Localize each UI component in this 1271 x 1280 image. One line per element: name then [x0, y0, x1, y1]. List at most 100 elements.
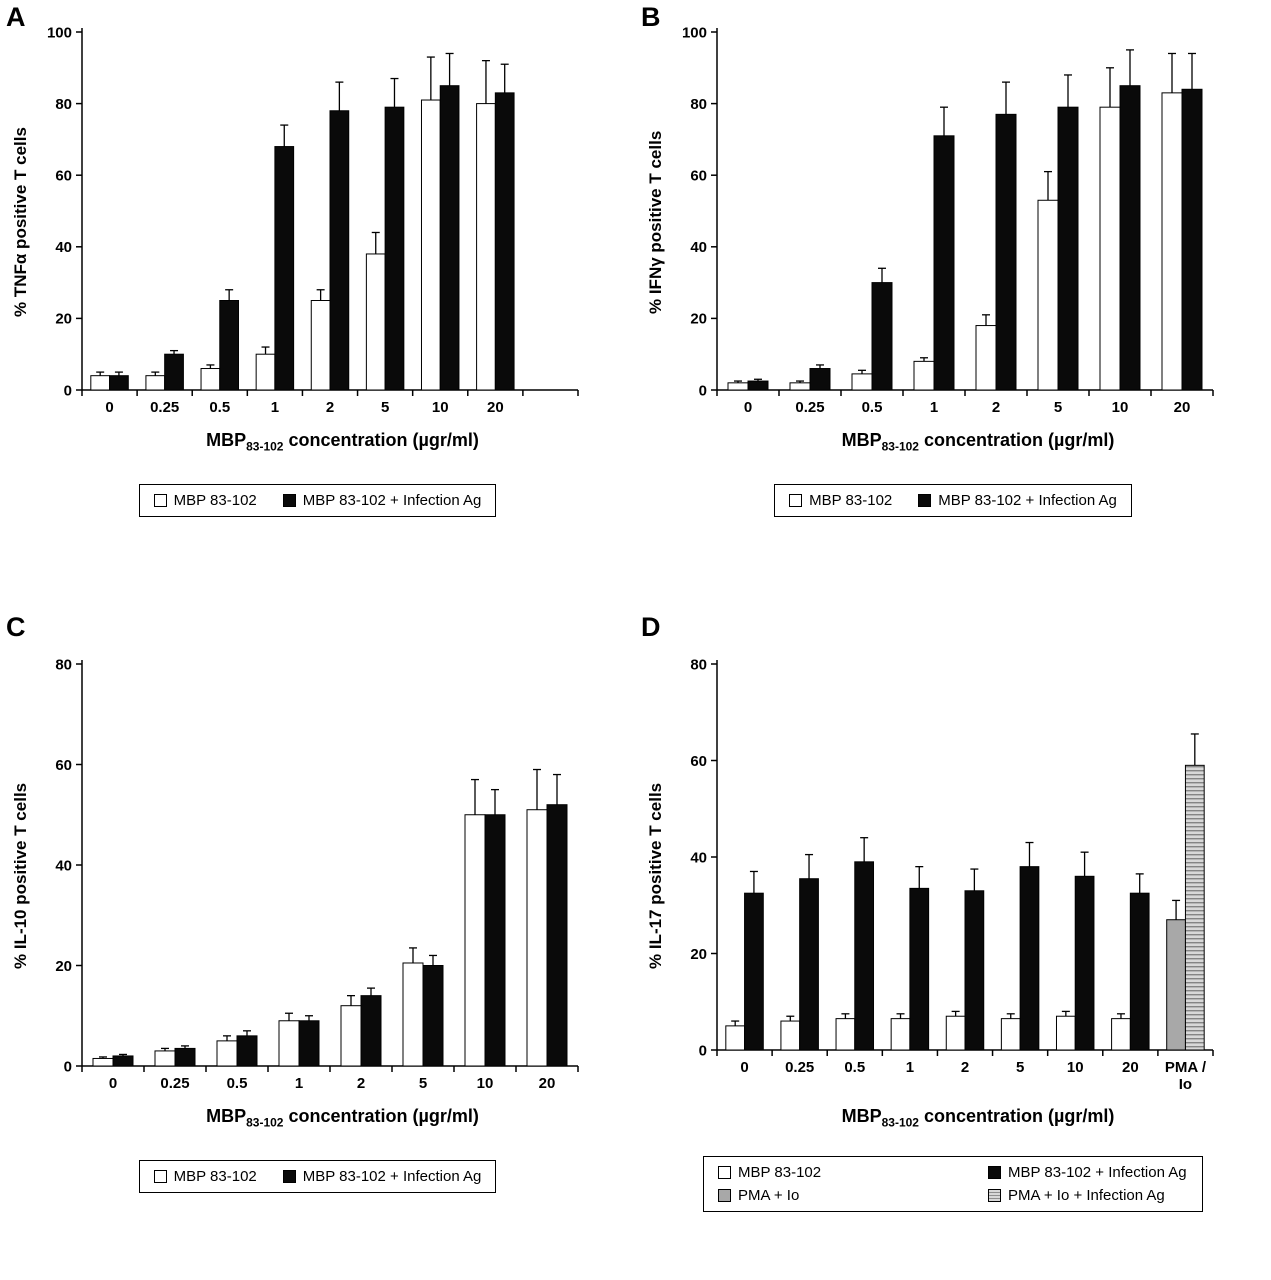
panel-b-bar-chart: 0 20 40 60 80 100 0 0.25 0.5 1 2 5 10 20 — [682, 24, 1214, 416]
legend-item: MBP 83-102 + Infection Ag — [918, 492, 1117, 509]
svg-text:10: 10 — [477, 1075, 494, 1092]
svg-text:PMA /Io: PMA / Io — [1165, 1059, 1207, 1093]
svg-text:5: 5 — [381, 399, 389, 416]
panel-a-letter: A — [6, 2, 26, 32]
svg-text:80: 80 — [55, 96, 72, 113]
panel-a-x-axis-label: MBP83-102 concentration (µgr/ml) — [0, 430, 635, 454]
x-label-prefix: MBP — [841, 1106, 882, 1126]
svg-text:80: 80 — [690, 96, 707, 113]
panel-a-bar-chart: 0 20 40 60 80 100 0 0.25 0.5 1 2 5 10 20 — [47, 24, 579, 416]
svg-text:80: 80 — [690, 656, 707, 673]
x-label-subscript: 83-102 — [246, 1115, 284, 1130]
striped-bar-swatch-icon — [988, 1188, 1001, 1202]
svg-text:0.25: 0.25 — [795, 399, 824, 416]
panel-b-y-axis-label: % IFNγ positive T cells — [646, 130, 665, 314]
panel-b: B % IFNγ positive T cells 0 20 40 60 80 100 0 0… — [635, 0, 1271, 610]
x-label-prefix: MBP — [841, 430, 882, 450]
svg-text:2: 2 — [326, 399, 334, 416]
white-bar-swatch-icon — [153, 1169, 167, 1183]
panel-c-x-axis-label: MBP83-102 concentration (µgr/ml) — [0, 1106, 635, 1130]
panel-d-legend: MBP 83-102 MBP 83-102 + Infection Ag PMA… — [703, 1155, 1203, 1212]
legend-item: PMA + Io + Infection Ag — [988, 1187, 1188, 1204]
panel-d: D % IL-17 positive T cells 0 20 40 60 80 0 0.2… — [635, 610, 1271, 1280]
svg-text:0.25: 0.25 — [785, 1059, 814, 1076]
legend-item: MBP 83-102 + Infection Ag — [988, 1164, 1188, 1181]
svg-text:0.25: 0.25 — [150, 399, 179, 416]
svg-text:5: 5 — [1054, 399, 1062, 416]
legend-item: PMA + Io — [718, 1187, 918, 1204]
svg-text:60: 60 — [55, 167, 72, 184]
svg-text:5: 5 — [419, 1075, 427, 1092]
svg-text:0: 0 — [64, 382, 72, 399]
x-label-subscript: 83-102 — [881, 1115, 919, 1130]
svg-text:40: 40 — [690, 849, 707, 866]
legend-label: MBP 83-102 — [809, 491, 893, 509]
panel-c: C % IL-10 positive T cells 0 20 40 60 80 0 0.2… — [0, 610, 635, 1280]
svg-text:40: 40 — [55, 239, 72, 256]
legend-label: MBP 83-102 + Infection Ag — [938, 491, 1117, 509]
svg-text:40: 40 — [690, 239, 707, 256]
svg-text:0: 0 — [740, 1059, 748, 1076]
black-bar-swatch-icon — [282, 493, 296, 507]
panel-d-letter: D — [641, 612, 661, 642]
panel-d-chart-area: % IL-17 positive T cells 0 20 40 60 80 0 0.25 0… — [643, 650, 1271, 1102]
x-label-subscript: 83-102 — [881, 439, 919, 454]
svg-text:20: 20 — [539, 1075, 556, 1092]
svg-text:2: 2 — [357, 1075, 365, 1092]
legend-item: MBP 83-102 — [153, 1167, 257, 1185]
x-label-suffix: concentration (µgr/ml) — [283, 430, 479, 450]
panel-d-x-axis-label: MBP83-102 concentration (µgr/ml) — [635, 1106, 1271, 1130]
white-bar-swatch-icon — [789, 493, 803, 507]
x-label-suffix: concentration (µgr/ml) — [918, 430, 1115, 450]
svg-text:0.25: 0.25 — [160, 1075, 189, 1092]
white-bar-swatch-icon — [718, 1165, 731, 1179]
svg-text:20: 20 — [55, 311, 72, 328]
legend-label: MBP 83-102 — [173, 1167, 257, 1185]
svg-text:20: 20 — [1174, 399, 1191, 416]
legend-label: MBP 83-102 — [173, 491, 257, 509]
svg-text:10: 10 — [432, 399, 449, 416]
x-label-prefix: MBP — [206, 1106, 247, 1126]
svg-text:2: 2 — [992, 399, 1000, 416]
svg-text:20: 20 — [690, 946, 707, 963]
svg-text:10: 10 — [1112, 399, 1129, 416]
svg-text:0.5: 0.5 — [209, 399, 230, 416]
black-bar-swatch-icon — [918, 493, 932, 507]
panel-b-letter: B — [641, 2, 661, 32]
black-bar-swatch-icon — [988, 1165, 1001, 1179]
svg-text:60: 60 — [690, 753, 707, 770]
legend-item: MBP 83-102 + Infection Ag — [282, 491, 482, 509]
panel-c-y-axis-label: % IL-10 positive T cells — [11, 782, 30, 970]
svg-text:0: 0 — [744, 399, 752, 416]
panel-d-y-axis-label: % IL-17 positive T cells — [646, 782, 665, 970]
svg-text:1: 1 — [295, 1075, 303, 1092]
svg-text:60: 60 — [55, 757, 72, 774]
panel-b-x-axis-label: MBP83-102 concentration (µgr/ml) — [635, 430, 1271, 454]
panel-a-y-axis-label: % TNFα positive T cells — [11, 127, 30, 317]
legend-label: PMA + Io + Infection Ag — [1008, 1186, 1165, 1204]
svg-text:1: 1 — [930, 399, 938, 416]
svg-text:20: 20 — [1122, 1059, 1139, 1076]
svg-text:0: 0 — [699, 1042, 707, 1059]
x-label-prefix: MBP — [206, 430, 247, 450]
panel-c-letter: C — [6, 612, 26, 642]
svg-text:0: 0 — [699, 382, 707, 399]
svg-text:60: 60 — [690, 167, 707, 184]
panel-d-bar-chart: 0 20 40 60 80 0 0.25 0.5 1 2 5 10 20 PMA / Io — [690, 656, 1214, 1093]
legend-item: MBP 83-102 + Infection Ag — [282, 1168, 481, 1185]
panel-a: A % TNFα positive T cells 0 20 40 60 80 100 0 0… — [0, 0, 635, 610]
svg-text:5: 5 — [1016, 1059, 1024, 1076]
x-label-subscript: 83-102 — [246, 439, 284, 454]
svg-text:1: 1 — [271, 399, 279, 416]
svg-text:10: 10 — [1067, 1059, 1084, 1076]
legend-label: MBP 83-102 — [738, 1163, 822, 1181]
svg-text:20: 20 — [55, 958, 72, 975]
panel-c-chart-area: % IL-10 positive T cells 0 20 40 60 80 0 0.25 0… — [8, 650, 635, 1102]
panel-a-legend: MBP 83-102 MBP 83-102 + Infection Ag — [138, 483, 497, 517]
legend-label: MBP 83-102 + Infection Ag — [302, 491, 482, 509]
gray-bar-swatch-icon — [718, 1188, 731, 1202]
legend-label: MBP 83-102 + Infection Ag — [1008, 1163, 1187, 1181]
legend-item: MBP 83-102 — [718, 1164, 918, 1181]
svg-text:100: 100 — [47, 24, 72, 41]
